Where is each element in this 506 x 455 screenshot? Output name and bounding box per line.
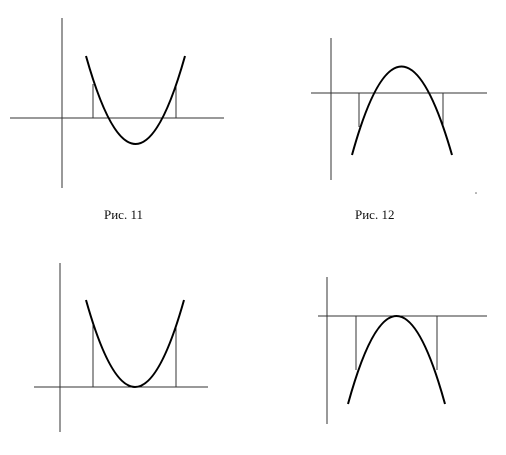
caption-fig-11: Рис. 11 — [104, 207, 143, 222]
fig12-parabola — [351, 65, 453, 156]
stray-dot — [475, 192, 477, 194]
figure-14 — [318, 277, 487, 424]
figure-12 — [311, 38, 487, 180]
caption-fig-12: Рис. 12 — [355, 207, 395, 222]
fig11-parabola — [85, 55, 186, 145]
fig14-parabola — [347, 315, 446, 405]
figure-11 — [10, 18, 224, 188]
fig13-parabola — [85, 299, 185, 388]
figure-13 — [34, 263, 208, 432]
